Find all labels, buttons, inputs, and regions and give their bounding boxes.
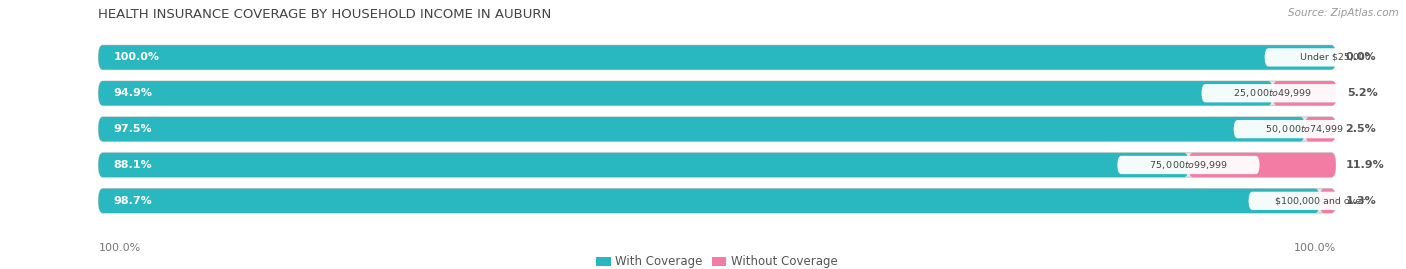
Text: 88.1%: 88.1% — [114, 160, 152, 170]
Text: 94.9%: 94.9% — [114, 88, 152, 98]
FancyBboxPatch shape — [1320, 189, 1336, 213]
Text: 2.5%: 2.5% — [1346, 124, 1376, 134]
FancyBboxPatch shape — [1118, 156, 1260, 174]
Text: $75,000 to $99,999: $75,000 to $99,999 — [1149, 159, 1227, 171]
FancyBboxPatch shape — [98, 117, 1336, 141]
Text: 100.0%: 100.0% — [98, 243, 141, 253]
FancyBboxPatch shape — [98, 153, 1188, 177]
FancyBboxPatch shape — [1264, 48, 1406, 66]
Text: 100.0%: 100.0% — [114, 52, 159, 62]
Text: 11.9%: 11.9% — [1346, 160, 1385, 170]
FancyBboxPatch shape — [1233, 120, 1376, 138]
FancyBboxPatch shape — [1305, 117, 1336, 141]
Text: $50,000 to $74,999: $50,000 to $74,999 — [1265, 123, 1344, 135]
Text: 97.5%: 97.5% — [114, 124, 152, 134]
Text: 5.2%: 5.2% — [1347, 88, 1378, 98]
Text: 98.7%: 98.7% — [114, 196, 152, 206]
FancyBboxPatch shape — [98, 153, 1336, 177]
FancyBboxPatch shape — [98, 189, 1336, 213]
Legend: With Coverage, Without Coverage: With Coverage, Without Coverage — [592, 251, 842, 269]
FancyBboxPatch shape — [1188, 153, 1336, 177]
Text: $25,000 to $49,999: $25,000 to $49,999 — [1233, 87, 1312, 99]
FancyBboxPatch shape — [98, 81, 1336, 105]
FancyBboxPatch shape — [98, 189, 1320, 213]
Text: 0.0%: 0.0% — [1346, 52, 1376, 62]
FancyBboxPatch shape — [1272, 81, 1337, 105]
Text: $100,000 and over: $100,000 and over — [1275, 196, 1365, 205]
Text: 1.3%: 1.3% — [1346, 196, 1376, 206]
Text: Under $25,000: Under $25,000 — [1301, 53, 1371, 62]
Text: Source: ZipAtlas.com: Source: ZipAtlas.com — [1288, 8, 1399, 18]
FancyBboxPatch shape — [98, 81, 1272, 105]
FancyBboxPatch shape — [1202, 84, 1344, 102]
Text: 100.0%: 100.0% — [1294, 243, 1336, 253]
FancyBboxPatch shape — [1249, 192, 1391, 210]
FancyBboxPatch shape — [98, 45, 1336, 70]
Text: HEALTH INSURANCE COVERAGE BY HOUSEHOLD INCOME IN AUBURN: HEALTH INSURANCE COVERAGE BY HOUSEHOLD I… — [98, 8, 551, 21]
FancyBboxPatch shape — [98, 45, 1336, 70]
FancyBboxPatch shape — [98, 117, 1305, 141]
